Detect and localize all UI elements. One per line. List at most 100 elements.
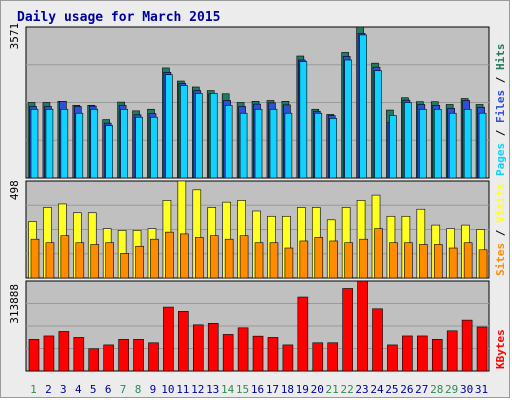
x-tick-label-day-31: 31 <box>475 383 488 396</box>
bar-pages-day-8 <box>135 116 143 179</box>
legend-kbytes: KBytes <box>494 329 507 369</box>
bar-pages-day-11 <box>180 85 188 179</box>
bar-kbytes-day-17 <box>267 337 279 372</box>
bar-pages-day-30 <box>463 108 472 179</box>
x-tick-label-day-2: 2 <box>45 383 52 396</box>
panel-visits_sites: 498 Sites / Visits <box>8 180 507 279</box>
bar-sites-day-12 <box>194 237 204 279</box>
bar-sites-day-10 <box>165 231 174 279</box>
y-axis-max-label: 3571 <box>8 23 21 50</box>
bar-pages-day-19 <box>299 61 308 179</box>
x-tick-label-day-7: 7 <box>120 383 127 396</box>
panels-layer: 3571 Pages / Files / Hits 498 Sites / Visit… <box>8 23 507 372</box>
bar-kbytes-day-8 <box>133 339 144 372</box>
bar-kbytes-day-14 <box>222 334 234 372</box>
legend-separator: / <box>494 223 507 243</box>
bar-pages-day-31 <box>478 112 487 179</box>
x-tick-label-day-26: 26 <box>400 383 413 396</box>
bar-kbytes-day-2 <box>43 335 55 372</box>
bar-pages-day-20 <box>314 112 323 179</box>
bar-sites-day-22 <box>344 242 353 279</box>
bar-kbytes-day-13 <box>207 323 219 372</box>
x-tick-label-day-30: 30 <box>460 383 473 396</box>
bar-sites-day-3 <box>60 235 70 279</box>
bar-pages-day-1 <box>30 108 39 179</box>
bar-sites-day-9 <box>150 238 159 279</box>
bar-kbytes-day-16 <box>252 335 264 372</box>
x-tick-label-day-3: 3 <box>60 383 67 396</box>
bar-pages-day-28 <box>433 108 442 179</box>
legend-item-visits: Visits <box>494 183 507 223</box>
x-tick-label-day-6: 6 <box>105 383 112 396</box>
bar-kbytes-day-20 <box>312 342 324 372</box>
bar-sites-day-5 <box>90 244 100 279</box>
legend-hits_files_pages: Pages / Files / Hits <box>494 44 507 177</box>
bar-pages-day-21 <box>329 118 338 179</box>
bar-sites-day-13 <box>209 235 219 279</box>
bar-pages-day-25 <box>389 115 397 179</box>
bar-kbytes-day-27 <box>417 335 428 372</box>
bar-pages-day-16 <box>254 108 263 179</box>
x-tick-label-day-12: 12 <box>191 383 204 396</box>
x-tick-label-day-20: 20 <box>311 383 324 396</box>
bar-pages-day-2 <box>45 108 54 179</box>
bar-sites-day-28 <box>433 244 443 279</box>
chart-title: Daily usage for March 2015 <box>17 10 221 25</box>
bar-sites-day-1 <box>30 238 40 279</box>
legend-item-files: Files <box>494 90 507 123</box>
x-axis-labels: 1 2 3 4 5 6 7 8 9 10 11 12 13 14 15 16 17 18 19 20 21 22 23 24 2… <box>30 383 488 396</box>
x-tick-label-day-9: 9 <box>150 383 157 396</box>
bar-sites-day-2 <box>45 242 55 279</box>
bar-kbytes-day-18 <box>282 344 294 372</box>
bar-sites-day-21 <box>329 240 339 279</box>
bar-kbytes-day-23 <box>357 280 368 372</box>
x-tick-label-day-25: 25 <box>385 383 398 396</box>
x-tick-label-day-18: 18 <box>281 383 294 396</box>
x-tick-label-day-29: 29 <box>445 383 458 396</box>
legend-separator: / <box>494 123 507 143</box>
x-tick-label-day-14: 14 <box>221 383 235 396</box>
bar-pages-day-9 <box>150 116 158 179</box>
bar-pages-day-22 <box>344 59 352 179</box>
bar-kbytes-day-24 <box>372 308 383 372</box>
bar-pages-day-14 <box>224 104 233 179</box>
bar-kbytes-day-5 <box>88 348 100 372</box>
panel-kbytes: 313888 KBytes <box>8 280 507 372</box>
bar-pages-day-27 <box>419 108 427 179</box>
bar-sites-day-20 <box>314 237 324 279</box>
bar-kbytes-day-30 <box>461 319 473 372</box>
bar-kbytes-day-6 <box>103 344 114 372</box>
bar-sites-day-30 <box>463 242 473 279</box>
x-tick-label-day-13: 13 <box>206 383 219 396</box>
bar-pages-day-12 <box>194 93 203 179</box>
bar-pages-day-4 <box>75 112 84 179</box>
bar-sites-day-11 <box>180 233 189 279</box>
bar-pages-day-6 <box>105 125 113 179</box>
bar-kbytes-day-4 <box>73 337 85 372</box>
bar-sites-day-14 <box>224 238 234 279</box>
bar-kbytes-day-10 <box>163 306 174 372</box>
x-tick-label-day-28: 28 <box>430 383 443 396</box>
legend-item-kbytes: KBytes <box>494 329 507 369</box>
bar-pages-day-5 <box>90 108 99 179</box>
x-tick-label-day-21: 21 <box>326 383 339 396</box>
bar-kbytes-day-29 <box>446 330 458 372</box>
legend-item-pages: Pages <box>494 143 507 176</box>
bar-sites-day-17 <box>269 242 279 279</box>
bar-sites-day-6 <box>105 242 114 279</box>
x-tick-label-day-4: 4 <box>75 383 82 396</box>
x-tick-label-day-24: 24 <box>370 383 384 396</box>
x-tick-label-day-15: 15 <box>236 383 249 396</box>
bar-sites-day-4 <box>75 242 85 279</box>
bar-pages-day-18 <box>284 112 293 179</box>
bar-sites-day-29 <box>448 247 458 279</box>
y-axis-max-label: 498 <box>8 180 21 200</box>
bar-kbytes-day-11 <box>178 311 189 372</box>
bar-pages-day-29 <box>448 112 457 179</box>
bar-sites-day-31 <box>478 249 488 279</box>
bar-kbytes-day-19 <box>297 296 309 372</box>
bar-pages-day-15 <box>239 112 248 179</box>
bar-kbytes-day-1 <box>28 339 40 372</box>
